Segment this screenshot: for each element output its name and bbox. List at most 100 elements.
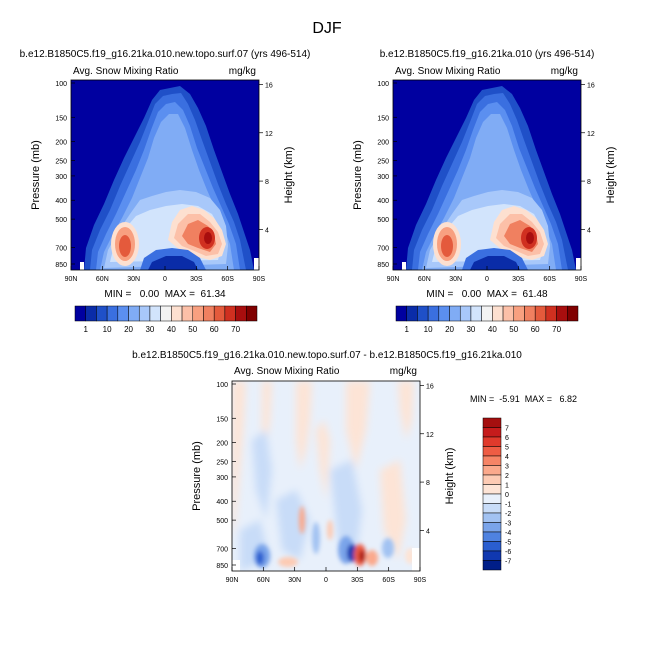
pressure-tick-label: 400 <box>216 499 228 506</box>
pressure-tick-label: 250 <box>377 158 389 165</box>
pressure-tick-label: 500 <box>216 518 228 525</box>
colorbar-label: 3 <box>505 464 509 471</box>
latitude-tick-label: 0 <box>324 577 328 584</box>
diff-band-negative <box>330 460 362 556</box>
figure-title: DJF <box>312 20 342 37</box>
colorbar-swatch <box>117 305 129 322</box>
pressure-tick-label: 500 <box>377 217 389 224</box>
colorbar-label: 50 <box>188 325 197 334</box>
height-axis-label: Height (km) <box>605 147 617 204</box>
latitude-tick-label: 30N <box>288 577 301 584</box>
colorbar-label: 50 <box>509 325 518 334</box>
colorbar-label: -2 <box>505 511 511 518</box>
contour-band-level-9 <box>119 235 131 257</box>
height-tick-label: 4 <box>426 528 430 535</box>
colorbar-label: 1 <box>404 325 409 334</box>
colorbar-swatch <box>482 503 502 514</box>
height-tick-label: 4 <box>265 227 269 234</box>
colorbar-swatch <box>482 550 502 561</box>
colorbar-swatch <box>246 305 258 322</box>
colorbar-swatch <box>482 560 502 571</box>
pressure-tick-label: 850 <box>55 262 67 269</box>
colorbar-label: 4 <box>505 454 509 461</box>
pressure-tick-label: 250 <box>216 459 228 466</box>
panel-difference: b.e12.B1850C5.f19_g16.21ka.010.new.topo.… <box>132 350 577 584</box>
colorbar-swatch <box>482 522 502 533</box>
colorbar-swatch <box>502 305 515 322</box>
colorbar-label: 10 <box>424 325 433 334</box>
colorbar-swatch <box>181 305 194 322</box>
colorbar-label: 10 <box>103 325 112 334</box>
colorbar-swatch <box>192 305 204 322</box>
colorbar-swatch <box>171 305 183 322</box>
contour-field <box>232 381 420 571</box>
colorbar-swatch <box>482 541 502 552</box>
pressure-tick-label: 100 <box>216 382 228 389</box>
latitude-tick-label: 60S <box>221 276 234 283</box>
panel-control: b.e12.B1850C5.f19_g16.21ka.010 (yrs 496-… <box>352 49 617 334</box>
variable-label: Avg. Snow Mixing Ratio <box>73 66 179 77</box>
colorbar-swatch <box>203 305 215 322</box>
colorbar-swatch <box>138 305 151 322</box>
units-label: mg/kg <box>229 66 256 77</box>
pressure-axis-label: Pressure (mb) <box>352 140 364 210</box>
height-tick-label: 12 <box>426 432 434 439</box>
colorbar-swatch <box>482 427 502 438</box>
latitude-tick-label: 90S <box>253 276 266 283</box>
diff-band-positive <box>346 381 370 470</box>
pressure-tick-label: 300 <box>216 475 228 482</box>
contour-field <box>71 80 259 270</box>
height-axis-label: Height (km) <box>444 448 456 505</box>
latitude-tick-label: 30S <box>190 276 203 283</box>
colorbar-label: 1 <box>505 483 509 490</box>
colorbar-label: 40 <box>167 325 176 334</box>
pressure-tick-label: 200 <box>216 441 228 448</box>
colorbar-swatch <box>106 305 119 322</box>
latitude-tick-label: 90S <box>575 276 588 283</box>
colorbar-swatch <box>438 305 450 322</box>
colorbar-swatch <box>224 305 236 322</box>
variable-label: Avg. Snow Mixing Ratio <box>395 66 501 77</box>
panel-title: b.e12.B1850C5.f19_g16.21ka.010.new.topo.… <box>132 350 522 361</box>
height-tick-label: 12 <box>587 131 595 138</box>
latitude-tick-label: 60N <box>257 577 270 584</box>
latitude-tick-label: 0 <box>163 276 167 283</box>
colorbar-label: -7 <box>505 559 511 566</box>
units-label: mg/kg <box>390 366 417 377</box>
colorbar-swatch <box>513 305 525 322</box>
latitude-tick-label: 90N <box>226 577 239 584</box>
height-tick-label: 12 <box>265 131 273 138</box>
colorbar-swatch <box>74 305 86 322</box>
diff-band-negative <box>312 522 320 554</box>
panel-title: b.e12.B1850C5.f19_g16.21ka.010 (yrs 496-… <box>380 49 595 60</box>
colorbar-label: -4 <box>505 530 511 537</box>
colorbar-swatch <box>449 305 461 322</box>
diff-band-positive <box>380 460 406 560</box>
latitude-tick-label: 90N <box>387 276 400 283</box>
colorbar-label: 1 <box>83 325 88 334</box>
colorbar-swatch <box>492 305 504 322</box>
colorbar-label: -5 <box>505 540 511 547</box>
colorbar-swatch <box>482 436 502 447</box>
colorbar-swatch <box>427 305 440 322</box>
colorbar-swatch <box>470 305 482 322</box>
diff-band-positive <box>327 520 333 540</box>
height-tick-label: 8 <box>587 179 591 186</box>
diff-band-positive <box>316 420 330 500</box>
colorbar-swatch <box>556 305 568 322</box>
pressure-tick-label: 850 <box>377 262 389 269</box>
pressure-tick-label: 100 <box>55 81 67 88</box>
colorbar-label: -6 <box>505 549 511 556</box>
diff-pattern-broad <box>232 381 414 571</box>
colorbar-label: -1 <box>505 502 511 509</box>
latitude-tick-label: 60N <box>96 276 109 283</box>
height-tick-label: 8 <box>265 179 269 186</box>
colorbar-label: 30 <box>466 325 475 334</box>
panel-control-new-topo: b.e12.B1850C5.f19_g16.21ka.010.new.topo.… <box>20 49 311 334</box>
pressure-tick-label: 700 <box>377 246 389 253</box>
min-max-stats: MIN = -5.91 MAX = 6.82 <box>470 394 577 404</box>
pressure-tick-label: 200 <box>55 140 67 147</box>
colorbar-swatch <box>85 305 97 322</box>
latitude-tick-label: 60S <box>382 577 395 584</box>
